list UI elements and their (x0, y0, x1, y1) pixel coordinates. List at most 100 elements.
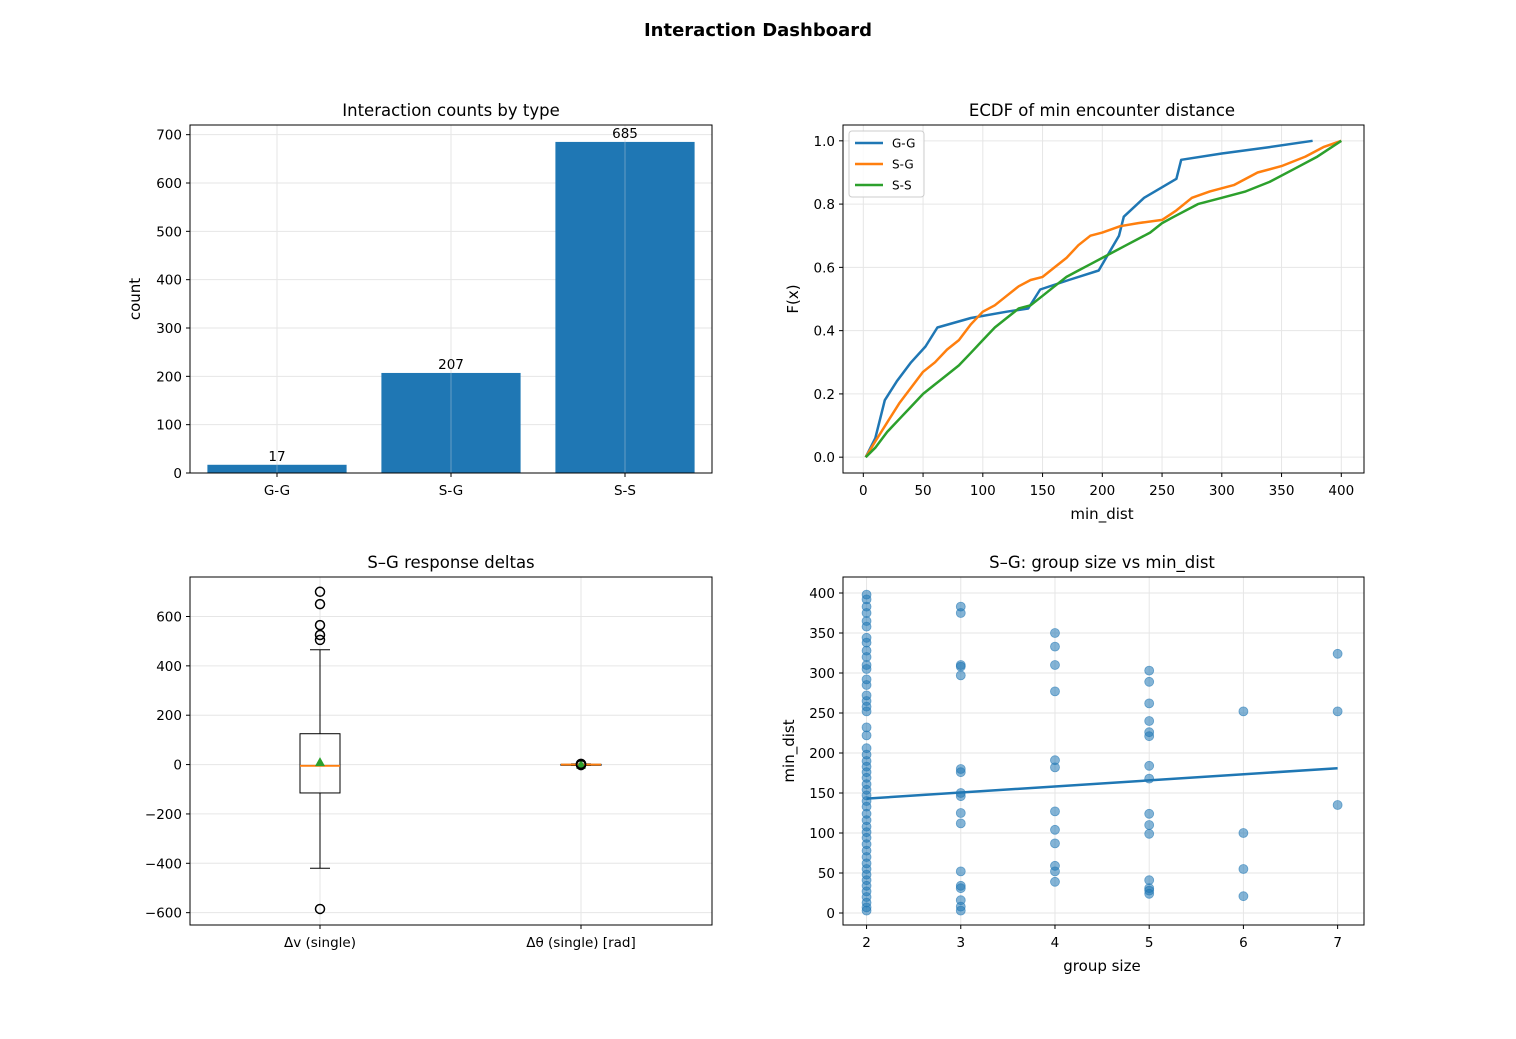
box-ytick-label: −400 (145, 856, 182, 872)
scatter-point (1144, 808, 1155, 819)
ecdf-xtick-label: 200 (1089, 483, 1115, 499)
bar-chart-ytick-label: 400 (156, 273, 182, 289)
scatter-xtick-label: 6 (1239, 935, 1248, 951)
scatter-point (1050, 762, 1060, 773)
scatter-point (1238, 864, 1249, 874)
scatter-point (1238, 828, 1249, 838)
ecdf-legend-label: S-G (892, 158, 914, 172)
box-ytick-label: 200 (156, 708, 182, 724)
bar (381, 372, 521, 473)
bar-chart-ytick-label: 700 (156, 128, 182, 144)
bar-chart-ytick-label: 600 (156, 176, 182, 192)
scatter-point (1332, 648, 1343, 659)
scatter-fit-line (866, 766, 1338, 800)
scatter-point (1238, 891, 1249, 902)
ecdf-line-g-g (864, 139, 1313, 458)
box-chart-title: S–G response deltas (367, 553, 534, 572)
scatter-point (1050, 876, 1060, 887)
scatter-point (955, 866, 966, 877)
scatter-point (955, 608, 966, 618)
box-outlier (314, 619, 326, 631)
scatter-point (1144, 731, 1155, 742)
scatter-point (1050, 641, 1060, 652)
scatter-ytick-label: 350 (809, 626, 835, 642)
bar-chart-panel: Interaction counts by type count 0 100 200… (126, 101, 713, 499)
box-ytick-label: 600 (156, 609, 182, 625)
scatter-point (955, 670, 966, 681)
bar-chart-ylabel: count (126, 278, 144, 320)
bar-chart-ytick-label: 100 (156, 418, 182, 434)
ecdf-legend-label: G-G (892, 137, 915, 151)
scatter-point (1144, 760, 1155, 771)
ecdf-xtick-label: 300 (1209, 483, 1235, 499)
box-xtick-label: Δθ (single) [rad] (526, 935, 636, 951)
scatter-frame (842, 576, 1365, 926)
scatter-point (955, 818, 966, 829)
ecdf-xtick-label: 100 (970, 483, 996, 499)
scatter-xtick-label: 2 (862, 935, 871, 951)
scatter-point (955, 905, 966, 916)
scatter-xtick-label: 3 (956, 935, 965, 951)
scatter-point (1332, 800, 1343, 810)
scatter-xtick-label: 7 (1333, 935, 1342, 951)
scatter-point (1144, 828, 1155, 839)
scatter-ytick-label: 200 (809, 746, 835, 762)
bar-chart-xtick-label: G-G (264, 483, 290, 499)
ecdf-xtick-label: 150 (1030, 483, 1056, 499)
ecdf-plot-area (843, 125, 1364, 473)
scatter-point (1144, 698, 1155, 709)
scatter-point (861, 730, 872, 741)
bar-value-label: 685 (612, 126, 638, 142)
bar-chart-xtick-label: S-S (614, 483, 636, 499)
scatter-point (861, 905, 872, 916)
ecdf-chart-panel: ECDF of min encounter distance min_dist … (784, 101, 1365, 524)
ecdf-xtick-label: 250 (1149, 483, 1175, 499)
scatter-point (1050, 866, 1060, 877)
scatter-ytick-label: 150 (809, 786, 835, 802)
box-ytick-label: −600 (145, 906, 182, 922)
box-outlier (314, 598, 326, 610)
scatter-point (1050, 806, 1060, 817)
ecdf-xtick-label: 400 (1328, 483, 1354, 499)
box-iqr (299, 733, 341, 794)
ecdf-xtick-label: 50 (914, 483, 931, 499)
ecdf-ytick-label: 0.8 (814, 197, 835, 213)
bar-value-label: 207 (438, 357, 464, 373)
bar-chart-frame (189, 124, 713, 474)
bar-value-label: 17 (268, 449, 285, 465)
scatter-point (861, 680, 872, 690)
box-outlier (314, 586, 326, 598)
scatter-ytick-label: 100 (809, 826, 835, 842)
scatter-plot-area (843, 577, 1364, 925)
scatter-ytick-label: 0 (826, 906, 835, 922)
scatter-ytick-label: 300 (809, 666, 835, 682)
suptitle: Interaction Dashboard (644, 20, 872, 41)
bar-chart-xtick-label: S-G (439, 483, 463, 499)
scatter-point (955, 808, 966, 818)
scatter-point (1144, 820, 1155, 830)
ecdf-xtick-label: 0 (859, 483, 868, 499)
scatter-point (1050, 628, 1060, 638)
box-outlier (314, 903, 326, 915)
box-outlier (314, 634, 326, 646)
scatter-chart-xlabel: group size (1063, 957, 1140, 975)
scatter-point (1332, 706, 1343, 717)
box-outlier (314, 629, 326, 641)
scatter-ytick-label: 50 (818, 866, 835, 882)
scatter-xtick-label: 4 (1051, 935, 1060, 951)
scatter-chart-ylabel: min_dist (780, 719, 799, 782)
ecdf-line-s-s (864, 139, 1342, 459)
ecdf-ytick-label: 1.0 (814, 134, 835, 150)
scatter-point (955, 883, 966, 894)
scatter-point (1050, 838, 1060, 849)
ecdf-legend-box (848, 130, 925, 198)
bar (207, 464, 347, 473)
bar-chart-ytick-label: 500 (156, 224, 182, 240)
box-frame (189, 576, 713, 926)
scatter-point (1050, 686, 1060, 697)
ecdf-chart-xlabel: min_dist (1070, 505, 1133, 524)
ecdf-line-s-g (864, 139, 1342, 458)
ecdf-ytick-label: 0.6 (814, 260, 835, 276)
scatter-point (861, 664, 872, 674)
